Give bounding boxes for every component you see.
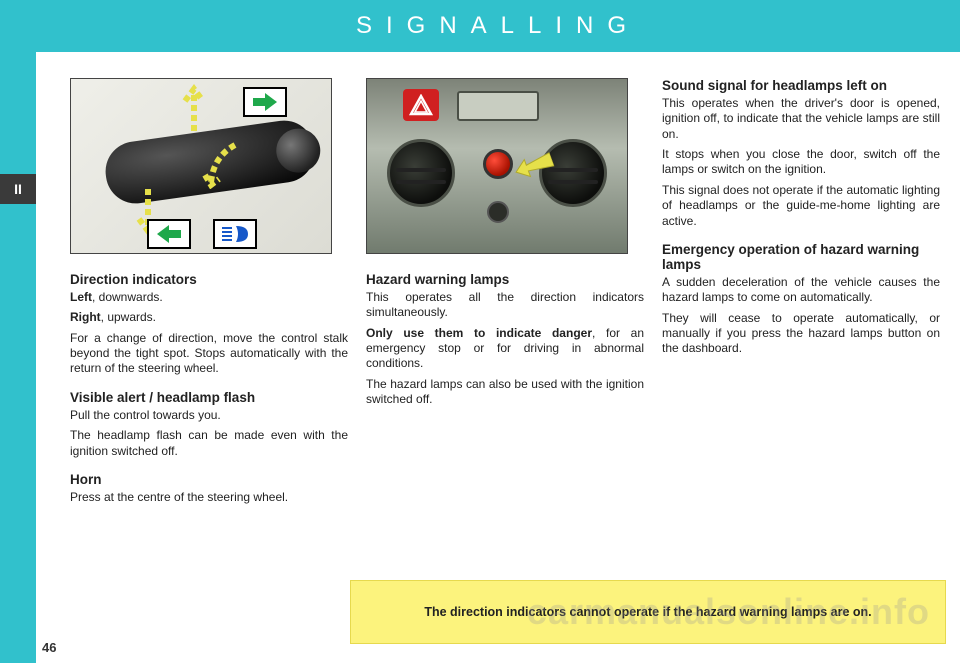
para-hazard-3: The hazard lamps can also be used with t…	[366, 377, 644, 408]
left-accent-strip	[0, 0, 36, 663]
motion-arrow-up-icon	[179, 83, 209, 133]
para-hazard-1: This operates all the direction indicato…	[366, 290, 644, 321]
para-emergency-1: A sudden deceleration of the vehicle cau…	[662, 275, 940, 306]
air-vent-right	[539, 139, 607, 207]
warning-note: The direction indicators cannot operate …	[350, 580, 946, 644]
content-area: Direction indicators Left, downwards. Ri…	[70, 78, 940, 510]
text-right-rest: , upwards.	[101, 310, 156, 324]
para-headlamp-flash: The headlamp flash can be made even with…	[70, 428, 348, 459]
chapter-tab: II	[0, 174, 36, 204]
para-pull-control: Pull the control towards you.	[70, 408, 348, 423]
para-sound-3: This signal does not operate if the auto…	[662, 183, 940, 229]
heading-visible-alert: Visible alert / headlamp flash	[70, 390, 348, 405]
page-number: 46	[42, 640, 56, 655]
air-vent-left	[387, 139, 455, 207]
text-left-rest: , downwards.	[92, 290, 163, 304]
page-title: SIGNALLING	[356, 12, 640, 40]
dashboard-small-button	[487, 201, 509, 223]
indicator-left-icon	[147, 219, 191, 249]
heading-horn: Horn	[70, 472, 348, 487]
figure-hazard-dashboard	[366, 78, 628, 254]
heading-direction-indicators: Direction indicators	[70, 272, 348, 287]
para-sound-1: This operates when the driver's door is …	[662, 96, 940, 142]
motion-arrow-rotate-icon	[201, 139, 241, 189]
label-only-use: Only use them to indicate danger	[366, 326, 592, 340]
hazard-triangle-icon	[403, 89, 439, 121]
heading-emergency-hazard: Emergency operation of hazard warning la…	[662, 242, 940, 272]
column-2: Hazard warning lamps This operates all t…	[366, 78, 644, 510]
heading-hazard-lamps: Hazard warning lamps	[366, 272, 644, 287]
para-sound-2: It stops when you close the door, switch…	[662, 147, 940, 178]
hazard-button	[483, 149, 513, 179]
column-3: Sound signal for headlamps left on This …	[662, 78, 940, 510]
para-change-direction: For a change of direction, move the cont…	[70, 331, 348, 377]
figure-direction-stalk	[70, 78, 332, 254]
dashboard-display	[457, 91, 539, 121]
label-left: Left	[70, 290, 92, 304]
para-hazard-2: Only use them to indicate danger, for an…	[366, 326, 644, 372]
label-right: Right	[70, 310, 101, 324]
para-left: Left, downwards.	[70, 290, 348, 305]
indicator-right-icon	[243, 87, 287, 117]
high-beam-icon	[213, 219, 257, 249]
para-emergency-2: They will cease to operate automatically…	[662, 311, 940, 357]
header-band: SIGNALLING	[36, 0, 960, 52]
heading-sound-signal: Sound signal for headlamps left on	[662, 78, 940, 93]
para-right: Right, upwards.	[70, 310, 348, 325]
para-horn: Press at the centre of the steering whee…	[70, 490, 348, 505]
column-1: Direction indicators Left, downwards. Ri…	[70, 78, 348, 510]
